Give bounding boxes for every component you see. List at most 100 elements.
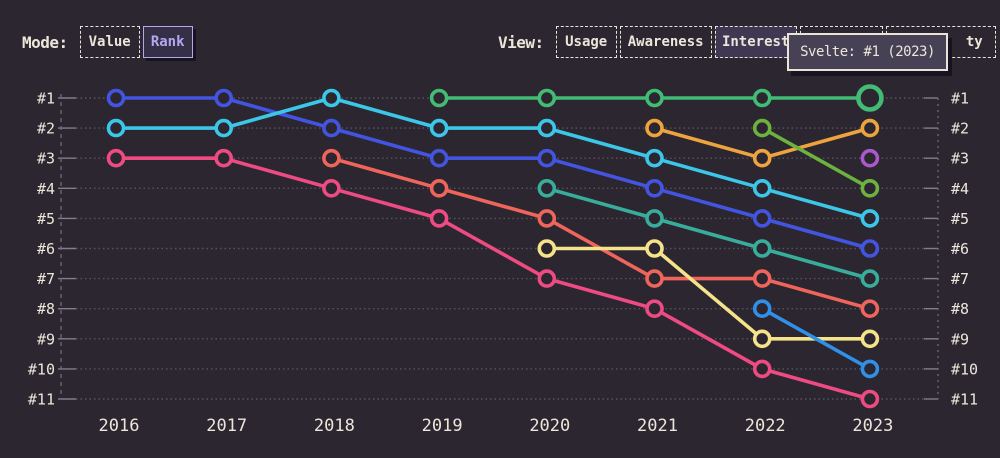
- marker-blue-2021[interactable]: [645, 179, 664, 198]
- series-line-blue: [114, 96, 872, 251]
- marker-cyan-2017[interactable]: [214, 118, 233, 138]
- x-axis-label-2018: 2018: [314, 416, 355, 436]
- rank-label-right-1: #1: [951, 90, 969, 108]
- x-axis-label-2021: 2021: [637, 416, 678, 436]
- view-button-interest[interactable]: Interest: [714, 26, 797, 58]
- rank-label-right-5: #5: [951, 210, 969, 228]
- marker-salmon-2022[interactable]: [752, 269, 772, 288]
- marker-pink-2020[interactable]: [537, 269, 557, 288]
- marker-blue-2017[interactable]: [214, 88, 233, 108]
- mode-button-rank[interactable]: Rank: [142, 26, 193, 58]
- view-label: View:: [498, 32, 544, 52]
- mode-button-value[interactable]: Value: [79, 26, 140, 58]
- marker-salmon-2020[interactable]: [537, 209, 557, 228]
- marker-blue-2020[interactable]: [537, 148, 557, 168]
- rank-label-left-2: #2: [37, 120, 55, 138]
- rank-label-right-4: #4: [951, 180, 969, 198]
- marker-blue-2019[interactable]: [429, 148, 449, 168]
- marker-lime-2022[interactable]: [752, 118, 772, 138]
- series-line-pink: [114, 156, 872, 401]
- marker-orange-2023[interactable]: [860, 118, 880, 138]
- view-button-awareness[interactable]: Awareness: [619, 26, 712, 58]
- view-button-usage[interactable]: Usage: [555, 26, 617, 58]
- rank-label-right-6: #6: [951, 240, 969, 258]
- rank-label-right-7: #7: [951, 270, 969, 288]
- marker-Svelte-2022[interactable]: [752, 88, 772, 108]
- x-axis-label-2023: 2023: [852, 416, 893, 436]
- rank-label-left-4: #4: [37, 180, 55, 198]
- marker-yellow-2021[interactable]: [645, 239, 664, 258]
- x-axis-label-2022: 2022: [745, 416, 786, 436]
- marker-pink-2021[interactable]: [645, 299, 664, 319]
- rank-label-right-3: #3: [951, 150, 969, 168]
- marker-cyan-2022[interactable]: [752, 179, 772, 198]
- rank-label-left-7: #7: [37, 270, 55, 288]
- x-axis-label-2020: 2020: [529, 416, 570, 436]
- marker-blue-2016[interactable]: [106, 88, 126, 108]
- series-line-sky: [760, 306, 872, 371]
- series-line-cyan: [114, 96, 872, 221]
- marker-pink-2016[interactable]: [106, 148, 126, 168]
- marker-pink-2018[interactable]: [322, 179, 341, 198]
- series-line-lime: [760, 126, 872, 191]
- rank-label-right-11: #11: [951, 391, 978, 409]
- marker-orange-2021[interactable]: [645, 118, 664, 138]
- marker-blue-2022[interactable]: [752, 209, 772, 228]
- rank-label-right-8: #8: [951, 300, 969, 318]
- mode-control-group: Mode: Value Rank: [22, 26, 196, 58]
- rank-label-left-5: #5: [37, 210, 55, 228]
- marker-teal-2023[interactable]: [860, 269, 880, 288]
- marker-blue-2018[interactable]: [322, 118, 341, 138]
- view-control-group: View: Usage Awareness Interest ty: [498, 26, 999, 58]
- marker-teal-2021[interactable]: [645, 209, 664, 228]
- x-axis-label-2019: 2019: [422, 416, 463, 436]
- marker-salmon-2019[interactable]: [429, 179, 449, 198]
- rank-label-left-3: #3: [37, 150, 55, 168]
- rank-label-left-6: #6: [37, 240, 55, 258]
- marker-lime-2023[interactable]: [860, 179, 880, 198]
- rank-label-left-11: #11: [28, 391, 55, 409]
- rank-label-left-8: #8: [37, 300, 55, 318]
- marker-blue-2023[interactable]: [860, 239, 880, 258]
- marker-sky-2023[interactable]: [860, 359, 880, 379]
- marker-yellow-2023[interactable]: [860, 329, 880, 349]
- marker-Svelte-2021[interactable]: [645, 88, 664, 108]
- x-axis-label-2016: 2016: [99, 416, 140, 436]
- marker-yellow-2020[interactable]: [537, 239, 557, 258]
- marker-teal-2020[interactable]: [537, 179, 557, 198]
- rank-label-left-1: #1: [37, 90, 55, 108]
- rank-label-right-10: #10: [951, 360, 978, 378]
- rank-label-right-2: #2: [951, 120, 969, 138]
- tooltip: Svelte: #1 (2023): [787, 33, 948, 71]
- marker-cyan-2020[interactable]: [537, 118, 557, 138]
- marker-pink-2022[interactable]: [752, 359, 772, 379]
- marker-pink-2023[interactable]: [860, 389, 880, 409]
- marker-yellow-2022[interactable]: [752, 329, 772, 349]
- series-line-salmon: [329, 156, 872, 311]
- marker-cyan-2021[interactable]: [645, 148, 664, 168]
- rank-label-right-9: #9: [951, 330, 969, 348]
- marker-Svelte-2020[interactable]: [537, 88, 557, 108]
- marker-cyan-2016[interactable]: [106, 118, 126, 138]
- x-axis-label-2017: 2017: [206, 416, 247, 436]
- marker-sky-2022[interactable]: [752, 299, 772, 319]
- marker-cyan-2023[interactable]: [860, 209, 880, 228]
- marker-Svelte-2019[interactable]: [429, 88, 449, 108]
- marker-salmon-2021[interactable]: [645, 269, 664, 288]
- marker-cyan-2019[interactable]: [429, 118, 449, 138]
- marker-salmon-2023[interactable]: [860, 299, 880, 319]
- marker-Svelte-2023[interactable]: [856, 84, 884, 112]
- marker-pink-2017[interactable]: [214, 148, 233, 168]
- marker-salmon-2018[interactable]: [322, 148, 341, 168]
- marker-cyan-2018[interactable]: [322, 88, 341, 108]
- series-line-teal: [544, 186, 872, 281]
- marker-purple-2023[interactable]: [860, 148, 880, 168]
- marker-orange-2022[interactable]: [752, 148, 772, 168]
- marker-pink-2019[interactable]: [429, 209, 449, 228]
- rank-label-left-10: #10: [28, 360, 55, 378]
- mode-label: Mode:: [22, 32, 68, 52]
- marker-teal-2022[interactable]: [752, 239, 772, 258]
- tooltip-text: Svelte: #1 (2023): [800, 44, 935, 60]
- rank-label-left-9: #9: [37, 330, 55, 348]
